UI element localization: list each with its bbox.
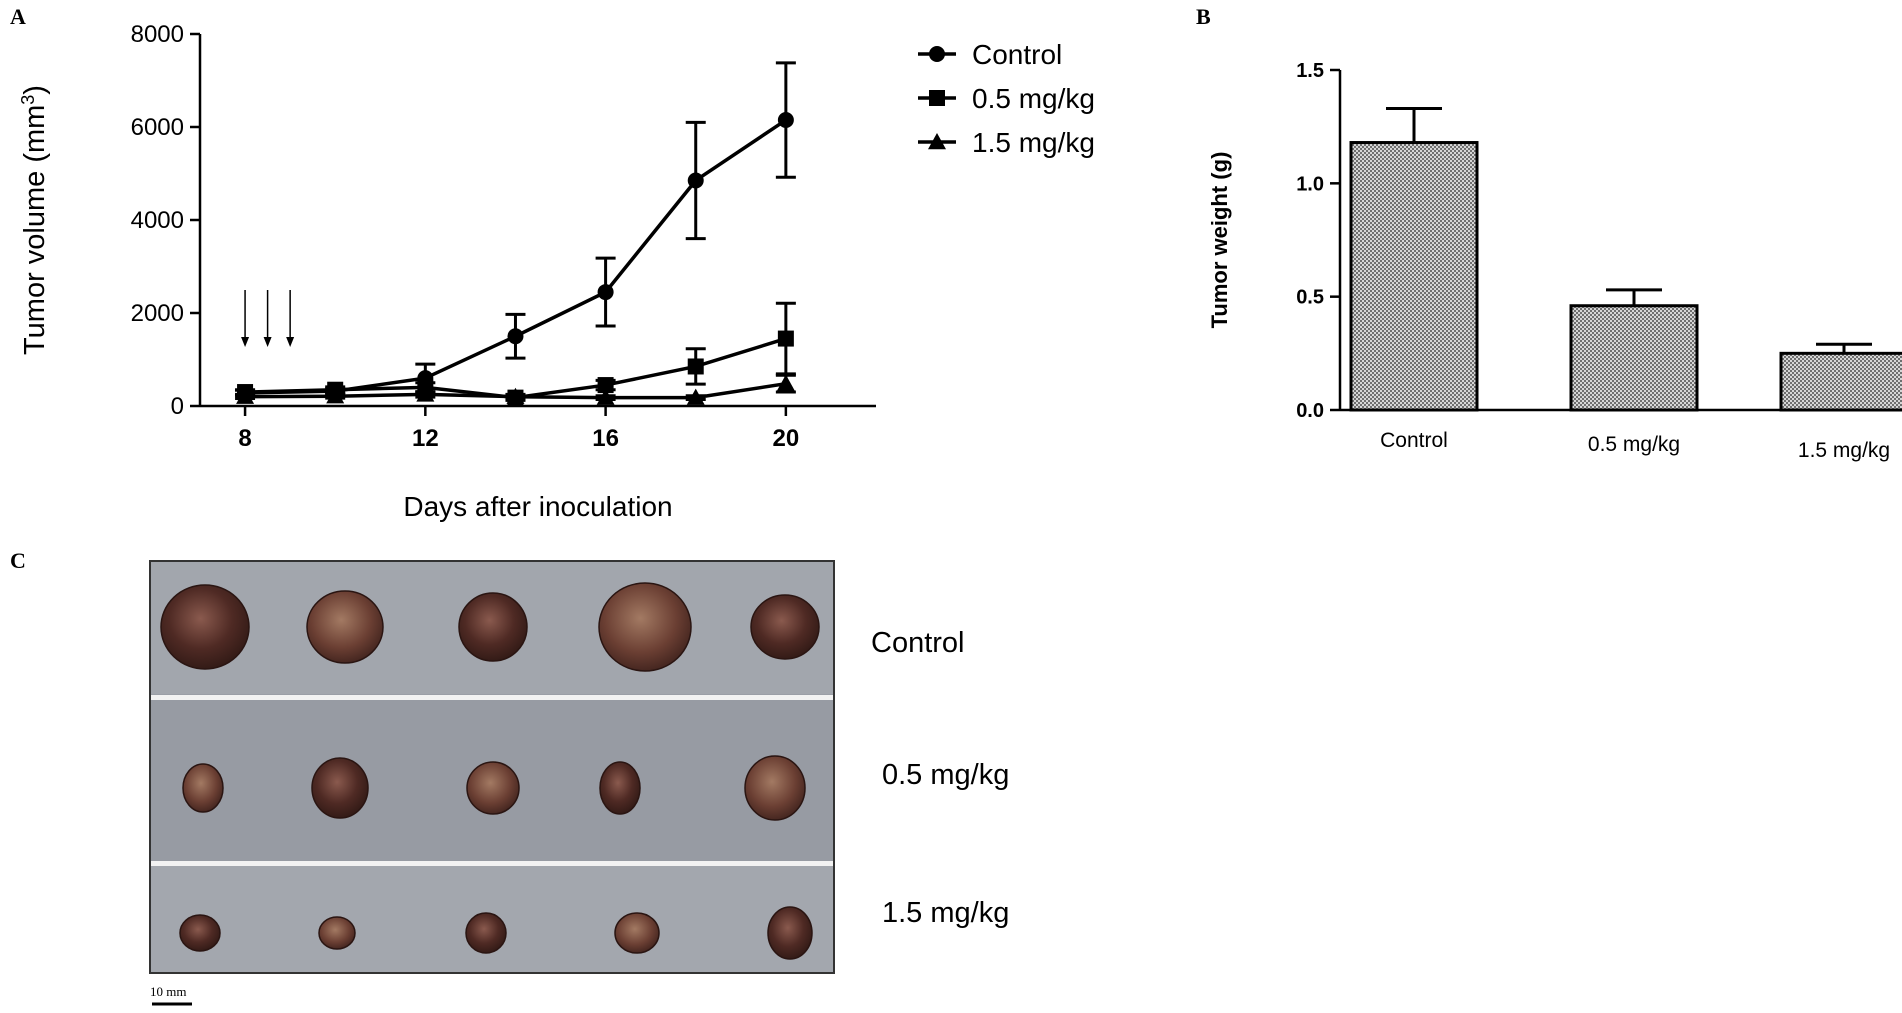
treatment-arrow-head xyxy=(286,337,295,347)
series-1-5-mg-kg xyxy=(235,373,796,405)
photo-divider-2 xyxy=(151,861,833,866)
chart-a-x-tick-label: 12 xyxy=(412,425,439,452)
chart-a-y-label: Tumor volume (mm3) xyxy=(18,85,51,355)
marker-triangle xyxy=(236,387,255,404)
tumor-specimen xyxy=(466,761,520,815)
chart-b-y-tick-label: 1.5 xyxy=(1296,60,1324,82)
marker-triangle xyxy=(776,374,795,391)
photo-divider-1 xyxy=(151,695,833,700)
chart-a-x-ticks: 8 12 16 20 xyxy=(238,406,799,452)
chart-b-x-tick-label: 0.5 mg/kg xyxy=(1588,433,1680,456)
photo-row-label: Control xyxy=(871,627,965,659)
marker-triangle xyxy=(596,388,615,405)
marker-circle xyxy=(777,112,794,129)
marker-circle xyxy=(507,328,524,345)
marker-circle xyxy=(929,46,945,62)
marker-square xyxy=(687,358,704,375)
marker-circle xyxy=(687,172,704,189)
tumor-specimen xyxy=(744,755,806,821)
panel-label-a: A xyxy=(10,4,26,29)
tumor-specimen xyxy=(182,763,224,813)
marker-square xyxy=(777,330,794,347)
panel-label-b: B xyxy=(1196,4,1211,29)
chart-a-y-tick-label: 0 xyxy=(171,393,184,420)
tumor-specimen xyxy=(318,916,356,950)
chart-b-x-tick-label: Control xyxy=(1380,429,1448,452)
tumor-specimen xyxy=(311,757,369,819)
marker-triangle xyxy=(416,385,435,402)
chart-a-axes xyxy=(198,34,876,408)
marker-triangle xyxy=(686,388,705,405)
marker-square xyxy=(929,90,945,106)
photo-row-label: 1.5 mg/kg xyxy=(882,897,1009,929)
chart-a-y-tick-label: 2000 xyxy=(131,300,184,327)
tumor-specimen xyxy=(614,912,660,954)
tumor-specimen xyxy=(306,590,384,664)
chart-a-legend: Control 0.5 mg/kg 1.5 mg/kg xyxy=(918,39,1095,158)
chart-b-y-ticks: 0.0 0.5 1.0 1.5 xyxy=(1296,60,1340,422)
chart-b-x-labels: Control 0.5 mg/kg 1.5 mg/kg xyxy=(1380,429,1890,462)
chart-a-y-tick-label: 8000 xyxy=(131,21,184,48)
bar-1-5-mg-kg xyxy=(1779,351,1902,412)
tumor-specimen xyxy=(767,906,813,960)
treatment-arrows xyxy=(241,290,295,347)
chart-a-x-label: Days after inoculation xyxy=(403,491,672,522)
marker-circle xyxy=(597,284,614,301)
tumor-specimen xyxy=(598,582,692,672)
chart-a-x-tick-label: 8 xyxy=(238,425,251,452)
marker-triangle xyxy=(506,387,525,404)
chart-b-bars xyxy=(1349,107,1902,412)
photo-tumors xyxy=(160,582,820,960)
chart-b-y-tick-label: 0.5 xyxy=(1296,287,1324,309)
tumor-photograph: Control 0.5 mg/kg 1.5 mg/kg 10 mm xyxy=(149,560,1009,1006)
legend-label: Control xyxy=(972,39,1062,70)
bar-control xyxy=(1349,141,1479,412)
treatment-arrow-head xyxy=(241,337,250,347)
marker-triangle xyxy=(928,133,946,150)
tumor-specimen xyxy=(750,594,820,660)
bar-0-5-mg-kg xyxy=(1569,304,1699,412)
photo-row-labels: Control 0.5 mg/kg 1.5 mg/kg xyxy=(871,627,1009,929)
tumor-volume-line-chart: 0 2000 4000 6000 8000 8 12 16 20 Tumor volume (… xyxy=(18,21,1095,522)
chart-b-x-tick-label: 1.5 mg/kg xyxy=(1798,439,1890,462)
panel-label-c: C xyxy=(10,548,26,573)
chart-b-y-tick-label: 0.0 xyxy=(1296,400,1324,422)
chart-b-y-tick-label: 1.0 xyxy=(1296,173,1324,195)
chart-a-x-tick-label: 16 xyxy=(592,425,619,452)
series-control xyxy=(235,61,796,401)
photo-row-label: 0.5 mg/kg xyxy=(882,759,1009,791)
chart-a-x-tick-label: 20 xyxy=(773,425,800,452)
scale-bar-label: 10 mm xyxy=(150,984,186,999)
treatment-arrow-head xyxy=(263,337,272,347)
tumor-specimen xyxy=(458,592,528,662)
chart-a-y-tick-label: 6000 xyxy=(131,114,184,141)
tumor-weight-bar-chart: 0.0 0.5 1.0 1.5 Control 0.5 mg/kg 1.5 mg/kg T… xyxy=(1207,60,1902,462)
legend-label: 0.5 mg/kg xyxy=(972,83,1095,114)
marker-square xyxy=(597,377,614,394)
chart-a-y-tick-label: 4000 xyxy=(131,207,184,234)
tumor-specimen xyxy=(160,584,250,670)
chart-a-series xyxy=(235,61,796,406)
legend-label: 1.5 mg/kg xyxy=(972,127,1095,158)
tumor-specimen xyxy=(179,914,221,952)
chart-a-y-ticks: 0 2000 4000 6000 8000 xyxy=(131,21,200,420)
marker-triangle xyxy=(326,387,345,404)
chart-b-y-label: Tumor weight (g) xyxy=(1207,152,1232,329)
tumor-specimen xyxy=(465,912,507,954)
tumor-specimen xyxy=(599,761,641,815)
